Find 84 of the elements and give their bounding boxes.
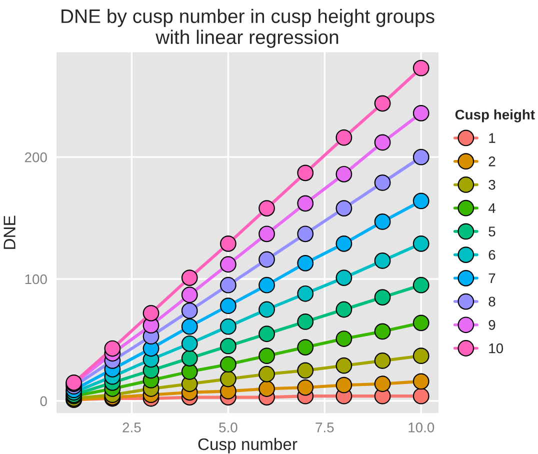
point [297,195,314,212]
point [374,134,391,151]
x-tick-label: 7.5 [316,422,334,432]
point [142,304,160,322]
point [220,235,236,252]
point [297,379,314,396]
point [181,286,198,304]
point [336,200,352,216]
point [374,174,391,191]
point [104,340,121,357]
point [297,226,314,242]
point [336,301,352,318]
point [374,95,391,112]
y-tick-label: 200 [24,152,47,162]
x-tick-label: 5.0 [219,422,238,432]
y-tick-label: 100 [25,274,47,284]
point [412,276,430,294]
point [220,298,236,314]
legend-label: 9 [488,320,496,330]
point [297,164,314,182]
y-axis-title: DNE [4,216,16,249]
point [336,235,352,252]
point [412,314,430,332]
point [181,270,198,286]
point [336,166,352,182]
point [258,348,275,364]
legend-label: 10 [489,343,504,354]
point [297,313,314,330]
point [220,370,236,388]
point [412,373,430,390]
point [374,352,391,369]
point [374,289,391,306]
point [258,276,275,294]
legend-label: 3 [488,180,496,190]
point [297,362,314,379]
legend-label: 1 [489,133,496,143]
point [412,388,430,404]
point [412,60,430,76]
point [412,192,430,210]
legend-label: 7 [488,273,496,284]
point [336,357,352,374]
point [258,226,275,242]
point [220,256,236,273]
point [258,366,275,382]
point [220,276,236,294]
legend-label: 2 [488,156,496,166]
point [181,363,198,380]
point [258,301,275,318]
point [412,148,430,166]
point [374,376,391,392]
point [374,323,391,340]
point [412,235,430,252]
point [297,339,314,356]
point [181,350,198,366]
point [374,214,391,230]
point [220,318,236,335]
point [297,254,314,272]
point [297,285,314,302]
chart-title: DNE by cusp number in cusp height groups with linear regression [62,8,434,48]
point [336,330,352,347]
legend-label: 4 [488,203,496,213]
point [412,348,430,364]
x-axis-title: Cusp number [198,438,298,454]
legend-label: 6 [488,250,496,260]
point [220,356,236,373]
x-tick-label: 2.5 [122,422,141,432]
point [181,302,198,319]
x-tick-label: 10.0 [408,422,434,432]
point [336,376,352,394]
point [258,251,275,268]
point [258,326,275,342]
point [220,338,236,354]
y-tick-label: 0 [40,396,47,406]
legend-title: Cusp height [455,109,535,122]
legend-label: 8 [488,296,496,307]
point [181,318,198,335]
point [412,104,430,122]
point [258,380,275,397]
point [374,252,391,269]
legend-label: 5 [488,226,496,236]
point [336,270,352,286]
point [336,129,352,146]
point [181,335,198,352]
point [258,200,275,216]
